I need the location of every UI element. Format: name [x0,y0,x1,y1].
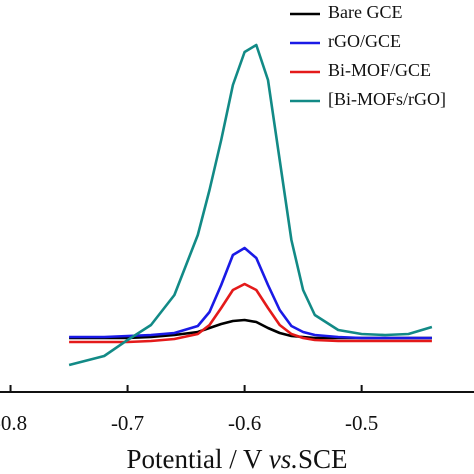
line-series [69,246,432,340]
legend-label: Bare GCE [328,2,402,22]
x-axis-label-part: SCE [298,444,348,474]
x-axis-label-part: Potential / V [126,444,268,474]
legend-label: [Bi-MOFs/rGO] [328,89,446,109]
x-tick-label: -0.8 [0,411,27,435]
x-axis-label-part: vs. [269,444,298,474]
line-series [69,282,432,344]
line-series [68,43,433,367]
x-tick-label: -0.5 [345,411,378,435]
legend-label: rGO/GCE [328,31,401,51]
x-axis-label: Potential / V vs.SCE [126,444,347,474]
legend-label: Bi-MOF/GCE [328,60,431,80]
x-tick-label: -0.6 [228,411,261,435]
x-tick-label: -0.7 [111,411,144,435]
